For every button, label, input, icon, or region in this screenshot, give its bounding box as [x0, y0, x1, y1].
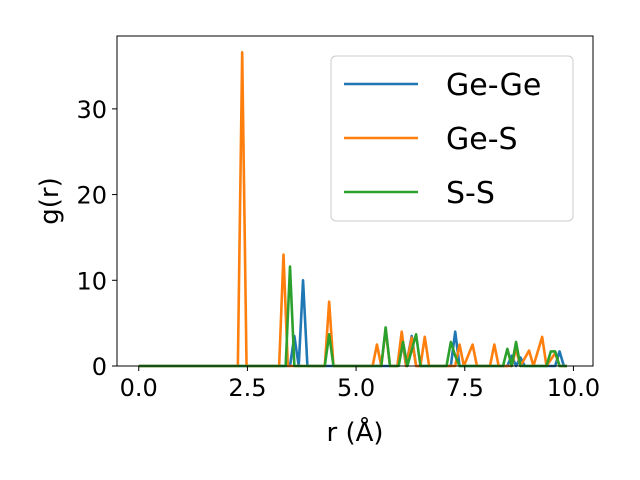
- legend: Ge-Ge Ge-S S-S: [330, 55, 574, 222]
- y-axis-ticks: 0 10 20 30: [76, 96, 117, 381]
- axes-border: [116, 35, 594, 367]
- y-tick-label: 0: [92, 353, 107, 381]
- legend-label-ge-s: Ge-S: [446, 122, 518, 157]
- x-axis-ticks: 0.0 2.5 5.0 7.5 10.0: [120, 366, 600, 402]
- legend-label-ge-ge: Ge-Ge: [446, 68, 541, 103]
- x-tick-label: 5.0: [337, 374, 375, 402]
- legend-box: [330, 55, 574, 222]
- x-tick-label: 10.0: [547, 374, 600, 402]
- y-axis-label: g(r): [35, 177, 65, 224]
- x-tick-label: 2.5: [228, 374, 266, 402]
- y-tick-label: 10: [76, 267, 107, 295]
- x-tick-label: 7.5: [446, 374, 484, 402]
- y-tick-label: 30: [76, 96, 107, 124]
- y-tick-label: 20: [76, 182, 107, 210]
- x-tick-label: 0.0: [120, 374, 158, 402]
- legend-label-s-s: S-S: [446, 176, 495, 211]
- x-axis-label: r (Å): [326, 416, 383, 448]
